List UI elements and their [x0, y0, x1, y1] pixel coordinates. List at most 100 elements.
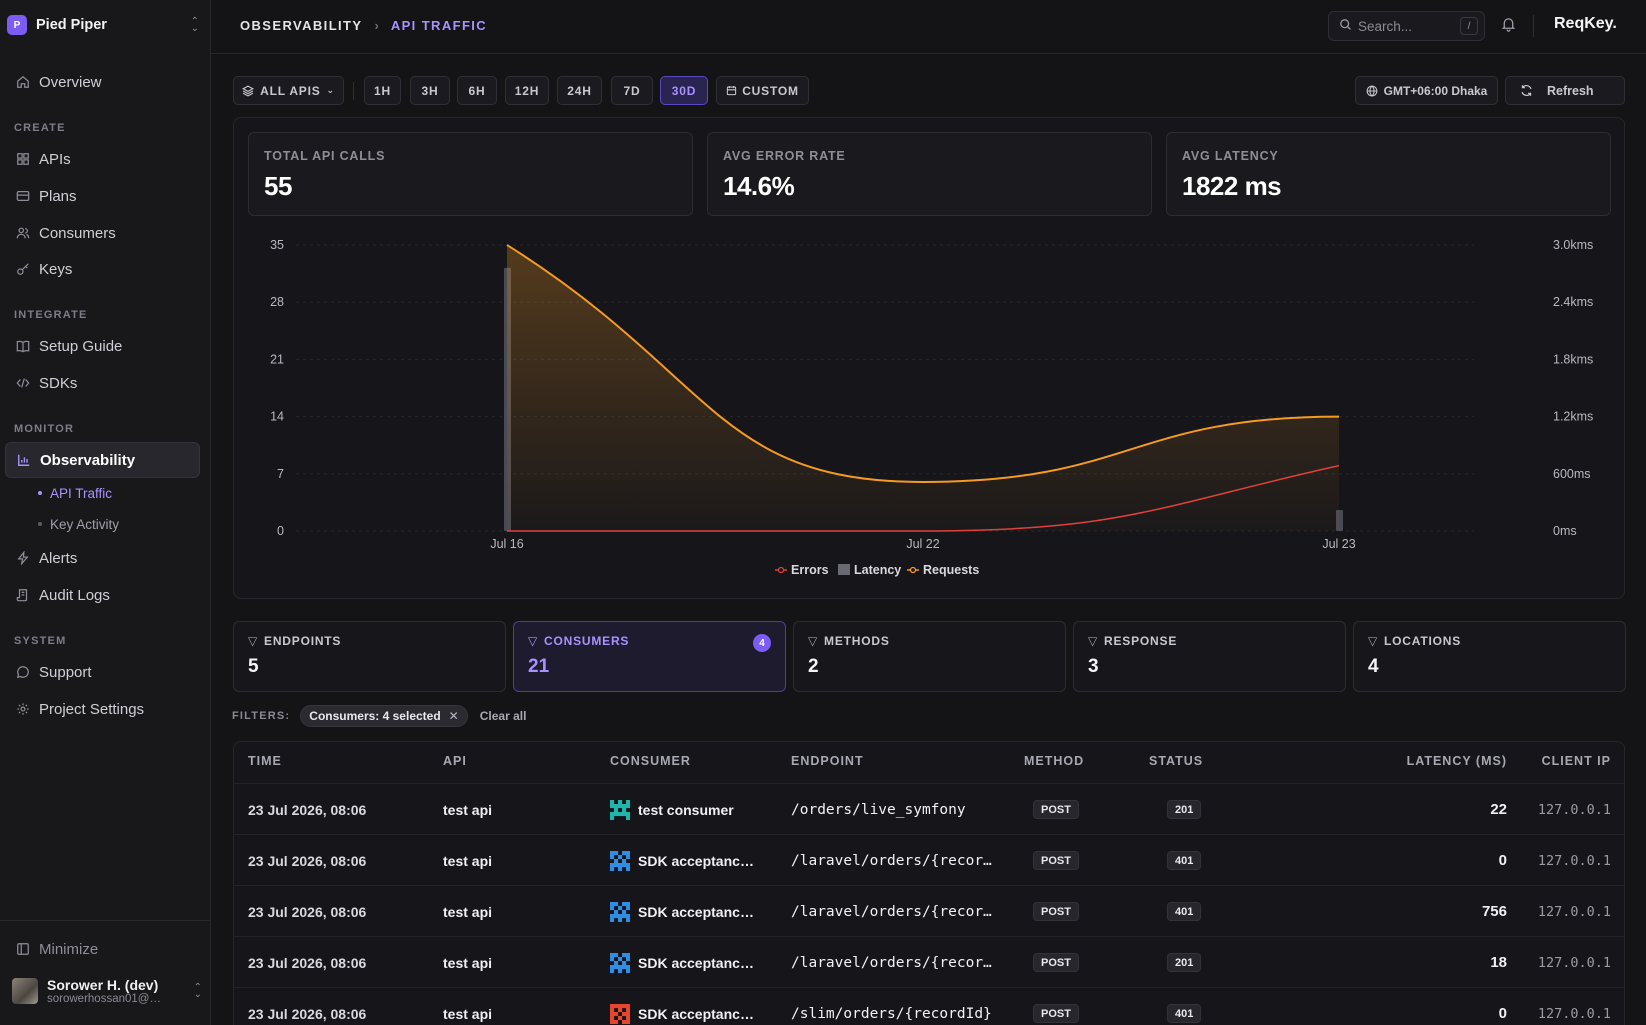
- x-tick: Jul 16: [490, 537, 523, 551]
- nav-keys[interactable]: Keys: [5, 251, 200, 287]
- section-monitor: MONITOR: [14, 423, 75, 435]
- range-24h[interactable]: 24H: [557, 76, 602, 105]
- cell-endpoint: /orders/live_symfony: [791, 784, 966, 835]
- range-7d[interactable]: 7D: [611, 76, 653, 105]
- nav-overview[interactable]: Overview: [5, 64, 200, 100]
- col-method[interactable]: METHOD: [1024, 754, 1085, 768]
- cell-consumer: SDK acceptance ...: [610, 886, 758, 937]
- cell-method: POST: [1033, 988, 1079, 1025]
- traffic-chart: 0 7 14 21 28 35 0ms 600ms 1.2kms 1.8kms 2.4kms 3.0k…: [270, 238, 1593, 577]
- timezone-label: GMT+06:00 Dhaka: [1383, 83, 1488, 98]
- calendar-icon: [726, 85, 737, 96]
- consumer-identicon-icon: [610, 901, 630, 922]
- api-selector[interactable]: ALL APIS ⌄: [233, 76, 344, 105]
- breadcrumb-root[interactable]: OBSERVABILITY: [240, 18, 363, 33]
- dimension-response[interactable]: ▽ RESPONSE 3: [1073, 621, 1346, 692]
- nav-key-activity[interactable]: Key Activity: [38, 512, 119, 536]
- user-menu[interactable]: Sorower H. (dev) sorowerhossan01@g... ⌃ ⌄: [12, 971, 202, 1011]
- dimension-consumers[interactable]: ▽ CONSUMERS 21 4: [513, 621, 786, 692]
- org-switcher[interactable]: P Pied Piper ⌃ ⌄: [5, 12, 205, 38]
- chevron-up-down-icon: ⌃ ⌄: [190, 16, 199, 34]
- col-endpoint[interactable]: ENDPOINT: [791, 754, 864, 768]
- range-custom[interactable]: CUSTOM: [716, 76, 809, 105]
- traffic-chart-card: TOTAL API CALLS 55 AVG ERROR RATE 14.6% …: [233, 117, 1625, 599]
- cell-latency: 0: [1498, 1005, 1507, 1022]
- table-row[interactable]: 23 Jul 2026, 08:06 test api SDK acceptance…: [234, 987, 1624, 1025]
- requests-line: [506, 244, 1340, 483]
- org-avatar: P: [7, 15, 27, 35]
- nav-api-traffic[interactable]: API Traffic: [38, 481, 112, 505]
- cell-latency: 0: [1498, 852, 1507, 869]
- nav-key-activity-label: Key Activity: [50, 516, 120, 532]
- nav-keys-label: Keys: [39, 260, 73, 278]
- consumer-identicon-icon: [610, 1003, 630, 1024]
- table-row[interactable]: 23 Jul 2026, 08:06 test api SDK acceptance…: [234, 834, 1624, 885]
- cell-api: test api: [443, 903, 493, 920]
- nav-alerts[interactable]: Alerts: [5, 540, 200, 576]
- range-6h[interactable]: 6H: [457, 76, 497, 105]
- timezone-selector[interactable]: GMT+06:00 Dhaka: [1355, 76, 1498, 105]
- dimension-locations[interactable]: ▽ LOCATIONS 4: [1353, 621, 1626, 692]
- api-selector-label: ALL APIS: [260, 83, 321, 98]
- minimize-label: Minimize: [39, 940, 99, 958]
- nav-support[interactable]: Support: [5, 654, 200, 690]
- refresh-button[interactable]: Refresh: [1505, 76, 1625, 105]
- nav-observability[interactable]: Observability: [5, 442, 200, 478]
- search-input[interactable]: Search... /: [1328, 11, 1485, 41]
- range-custom-label: CUSTOM: [742, 83, 799, 98]
- filter-chip-consumers[interactable]: Consumers: 4 selected ✕: [300, 705, 468, 727]
- nav-consumers[interactable]: Consumers: [5, 215, 200, 251]
- range-12h[interactable]: 12H: [505, 76, 549, 105]
- stat-total-calls-value: 55: [264, 171, 292, 201]
- col-client-ip[interactable]: CLIENT IP: [1541, 754, 1611, 768]
- nav-setup-guide[interactable]: Setup Guide: [5, 328, 200, 364]
- endpoint-path: /laravel/orders/{recor…: [791, 954, 992, 971]
- user-email: sorowerhossan01@g...: [47, 993, 165, 1005]
- y-right-tick: 2.4kms: [1553, 295, 1593, 309]
- cell-latency: 18: [1490, 954, 1507, 971]
- nav-project-settings[interactable]: Project Settings: [5, 691, 200, 727]
- y-right-tick: 1.2kms: [1553, 410, 1593, 424]
- y-left-tick: 14: [270, 410, 284, 424]
- consumer-name: SDK acceptance ...: [638, 852, 758, 869]
- dimension-endpoints[interactable]: ▽ ENDPOINTS 5: [233, 621, 506, 692]
- col-status[interactable]: STATUS: [1149, 754, 1204, 768]
- table-row[interactable]: 23 Jul 2026, 08:06 test api test consumer /…: [234, 783, 1624, 835]
- cell-status: 201: [1167, 784, 1202, 835]
- x-tick: Jul 22: [906, 537, 939, 551]
- traffic-table: TIME API CONSUMER ENDPOINT METHOD STATUS…: [233, 741, 1625, 1025]
- range-1h[interactable]: 1H: [364, 76, 401, 105]
- minimize-button[interactable]: Minimize: [5, 931, 200, 967]
- search-placeholder: Search...: [1358, 18, 1413, 34]
- range-3h[interactable]: 3H: [410, 76, 450, 105]
- range-30d[interactable]: 30D: [660, 76, 708, 105]
- dimension-locations-label: LOCATIONS: [1384, 634, 1462, 648]
- col-consumer[interactable]: CONSUMER: [610, 754, 691, 768]
- chat-icon: [15, 664, 31, 680]
- nav-apis[interactable]: APIs: [5, 141, 200, 177]
- table-row[interactable]: 23 Jul 2026, 08:06 test api SDK acceptance…: [234, 885, 1624, 937]
- dimension-methods-value: 2: [808, 656, 819, 677]
- dimension-methods-label: METHODS: [824, 634, 890, 648]
- refresh-icon: [1520, 84, 1533, 97]
- bell-icon[interactable]: [1501, 16, 1516, 35]
- dimension-methods[interactable]: ▽ METHODS 2: [793, 621, 1066, 692]
- endpoint-path: /laravel/orders/{recor…: [791, 903, 992, 920]
- filter-icon: ▽: [1368, 634, 1379, 648]
- table-row[interactable]: 23 Jul 2026, 08:06 test api SDK acceptance…: [234, 936, 1624, 987]
- nav-plans-label: Plans: [39, 187, 77, 205]
- breadcrumb-current: API TRAFFIC: [390, 18, 488, 33]
- y-left-tick: 0: [277, 524, 284, 538]
- col-time[interactable]: TIME: [248, 754, 282, 768]
- nav-plans[interactable]: Plans: [5, 178, 200, 214]
- cell-client-ip: 127.0.0.1: [1537, 1005, 1611, 1022]
- close-icon[interactable]: ✕: [448, 709, 459, 723]
- col-api[interactable]: API: [443, 754, 467, 768]
- col-latency[interactable]: LATENCY (MS): [1406, 754, 1507, 768]
- legend-marker: [909, 566, 917, 574]
- clear-all-link[interactable]: Clear all: [479, 709, 527, 723]
- nav-sdks[interactable]: SDKs: [5, 365, 200, 401]
- dimension-response-value: 3: [1088, 656, 1099, 677]
- code-icon: [15, 375, 31, 391]
- nav-audit-logs[interactable]: Audit Logs: [5, 577, 200, 613]
